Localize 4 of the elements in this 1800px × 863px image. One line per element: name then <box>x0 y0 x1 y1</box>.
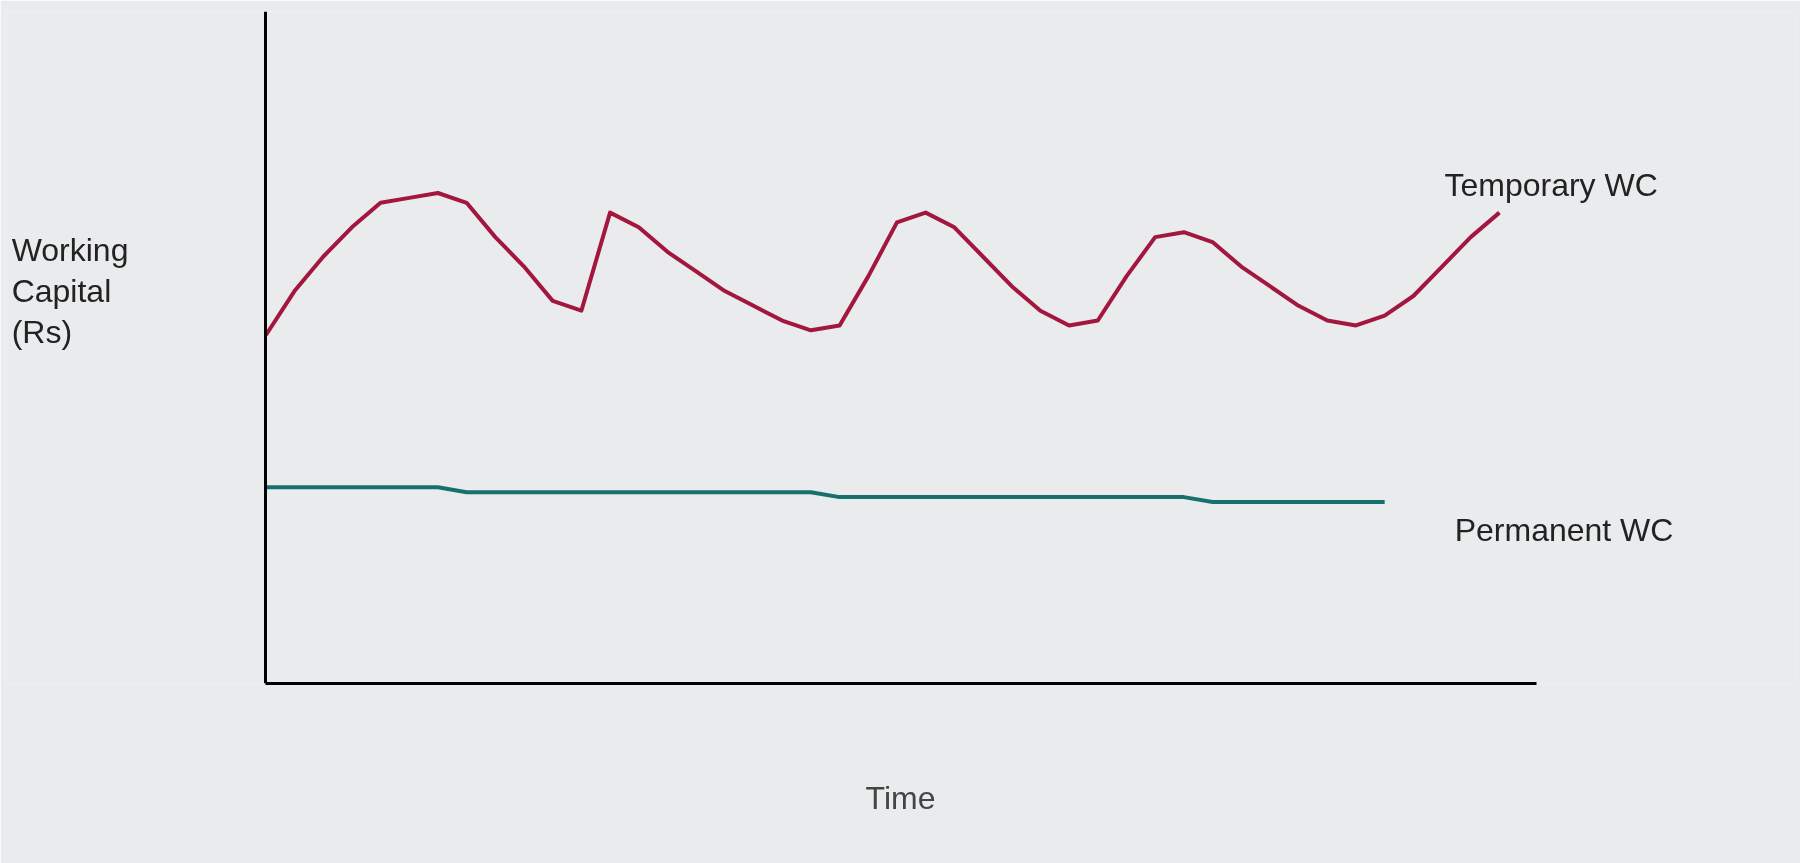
x-axis-title: Time <box>865 779 936 816</box>
series-label: Temporary WC <box>1444 166 1658 203</box>
y-axis-title: Working Capital (Rs) <box>11 231 129 351</box>
text: Permanent WC <box>1454 512 1674 549</box>
